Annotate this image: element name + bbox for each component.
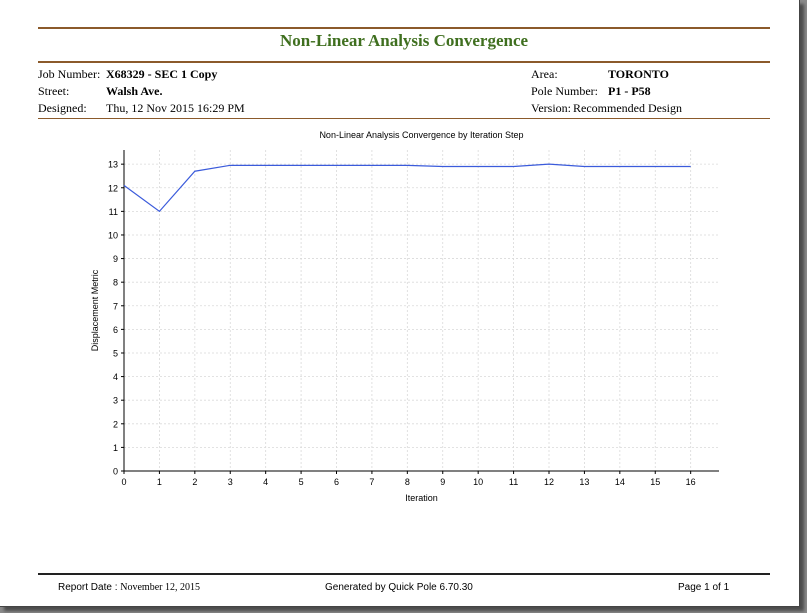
job-number-value: X68329 - SEC 1 Copy	[106, 67, 218, 81]
report-date: Report Date : November 12, 2015	[58, 582, 200, 593]
area-label: Area:	[531, 67, 558, 81]
y-tick-label: 9	[113, 254, 118, 264]
x-tick-label: 11	[509, 477, 518, 487]
designed-label: Designed:	[38, 101, 87, 115]
x-tick-label: 14	[615, 477, 625, 487]
job-number-label: Job Number:	[38, 67, 101, 81]
x-tick-label: 9	[440, 477, 445, 487]
y-tick-label: 1	[113, 443, 118, 453]
x-tick-label: 5	[299, 477, 304, 487]
title-bottom-rule	[38, 61, 770, 63]
x-tick-label: 16	[686, 477, 696, 487]
x-tick-label: 8	[405, 477, 410, 487]
pole-number-label: Pole Number:	[531, 84, 598, 98]
x-tick-label: 4	[263, 477, 268, 487]
report-date-label: Report Date :	[58, 582, 118, 593]
x-tick-label: 0	[121, 477, 126, 487]
x-tick-label: 12	[544, 477, 554, 487]
y-tick-label: 11	[109, 207, 118, 217]
area-value: TORONTO	[608, 67, 669, 81]
pole-number-value: P1 - P58	[608, 84, 651, 98]
street-label: Street:	[38, 84, 70, 98]
x-tick-label: 1	[157, 477, 162, 487]
y-tick-label: 2	[113, 419, 118, 429]
version-label: Version:	[531, 101, 571, 115]
report-date-value: November 12, 2015	[120, 582, 200, 593]
x-tick-label: 10	[473, 477, 483, 487]
x-tick-label: 6	[334, 477, 339, 487]
y-tick-label: 7	[113, 301, 118, 311]
generated-by: Generated by Quick Pole 6.70.30	[325, 582, 473, 593]
y-tick-label: 3	[113, 396, 118, 406]
y-tick-label: 0	[113, 467, 118, 477]
page-number: Page 1 of 1	[678, 582, 730, 593]
street-value: Walsh Ave.	[106, 84, 163, 98]
y-tick-label: 8	[113, 278, 118, 288]
report-title: Non-Linear Analysis Convergence	[279, 31, 529, 50]
x-tick-label: 3	[228, 477, 233, 487]
x-tick-label: 2	[192, 477, 197, 487]
chart-title: Non-Linear Analysis Convergence by Itera…	[319, 130, 524, 140]
header-bottom-rule	[38, 118, 770, 119]
x-axis-title: Iteration	[405, 493, 438, 503]
x-tick-label: 7	[369, 477, 374, 487]
designed-value: Thu, 12 Nov 2015 16:29 PM	[106, 101, 245, 115]
title-top-rule	[38, 27, 770, 29]
footer-rule	[38, 573, 770, 575]
y-tick-label: 10	[108, 230, 118, 240]
y-tick-label: 6	[113, 325, 118, 335]
y-tick-label: 13	[108, 160, 118, 170]
x-tick-label: 15	[650, 477, 660, 487]
series-line	[123, 163, 691, 213]
y-tick-label: 12	[108, 183, 118, 193]
x-tick-label: 13	[579, 477, 589, 487]
y-tick-label: 4	[113, 372, 118, 382]
version-value: Recommended Design	[573, 101, 682, 115]
y-tick-label: 5	[113, 348, 118, 358]
y-axis-title: Displacement Metric	[90, 269, 100, 351]
